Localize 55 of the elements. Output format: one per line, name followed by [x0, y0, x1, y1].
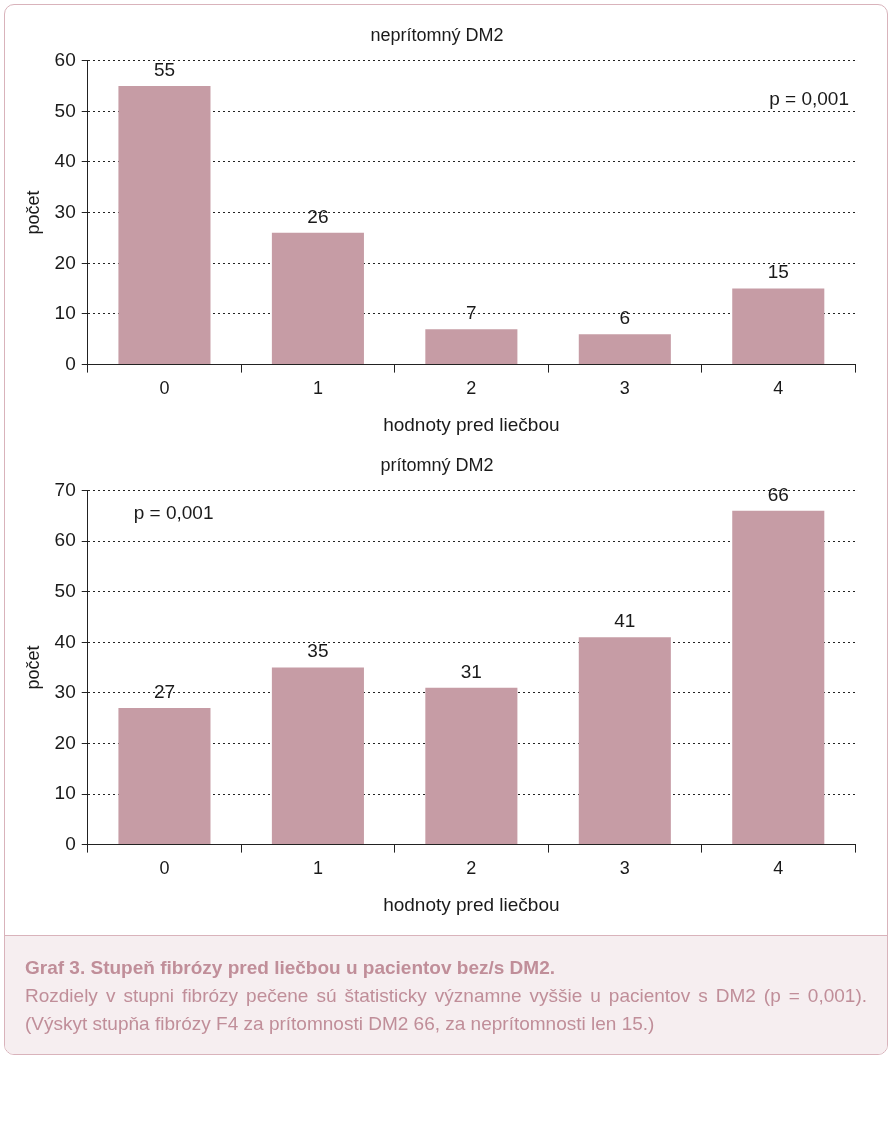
data-label: 26 [307, 205, 329, 227]
y-tick-label: 60 [54, 529, 76, 551]
y-tick-label: 20 [54, 731, 76, 753]
y-tick-label: 0 [65, 352, 76, 374]
text: Graf 3. Stupeň fibrózy pred liečbou u pacientov bez/s DM2. [25, 956, 556, 980]
x-tick-label: 1 [312, 378, 323, 399]
x-tick-label: 3 [619, 378, 630, 399]
y-axis-title: počet [22, 190, 43, 235]
data-label: 27 [153, 680, 176, 702]
x-tick-label: 1 [312, 858, 323, 879]
x-tick-label: 2 [466, 858, 477, 879]
data-label: 15 [767, 261, 789, 283]
bar [732, 510, 825, 845]
bar [271, 667, 364, 845]
x-tick-label: 3 [619, 858, 630, 879]
bar [732, 288, 825, 365]
bar [578, 334, 671, 365]
y-tick-label: 10 [54, 302, 76, 324]
x-tick-label: 0 [159, 378, 170, 399]
x-axis-title: hodnoty pred liečbou [383, 893, 560, 915]
y-tick-label: 10 [54, 782, 76, 804]
x-tick-label: 4 [773, 378, 784, 399]
annotation: p = 0,001 [133, 502, 214, 524]
x-tick-label: 4 [773, 858, 784, 879]
data-label: 41 [614, 609, 636, 631]
text: Rozdiely v stupni fibrózy pečene sú štatisticky významne vyššie u pacientov s DM2 (p = 0,001). (Výskyt stupňa fibrózy F4 za prítomnosti DM2 66, za neprítomnosti len 15.) [25, 985, 867, 1034]
y-tick-label: 0 [65, 832, 76, 854]
data-label: 55 [153, 58, 176, 80]
x-tick-label: 2 [466, 378, 477, 399]
annotation: p = 0,001 [769, 88, 849, 110]
bar [425, 329, 518, 365]
data-label: 35 [307, 640, 329, 662]
data-label: 6 [619, 306, 631, 328]
bar [425, 687, 518, 845]
data-label: 7 [466, 301, 477, 323]
y-tick-label: 30 [54, 200, 76, 222]
x-axis-title: hodnoty pred liečbou [383, 413, 560, 435]
y-tick-label: 40 [54, 150, 76, 172]
x-tick-label: 0 [159, 858, 170, 879]
bar [271, 232, 364, 365]
y-axis-title: počet [22, 645, 43, 690]
chart-title: prítomný DM2 [380, 454, 494, 475]
y-tick-label: 30 [54, 681, 76, 703]
data-label: 31 [460, 660, 482, 682]
chart-title: neprítomný DM2 [370, 24, 504, 45]
bar [118, 708, 211, 845]
y-tick-label: 40 [54, 630, 76, 652]
y-tick-label: 60 [54, 48, 76, 70]
bar [578, 637, 671, 845]
y-tick-label: 50 [54, 99, 76, 121]
bar [118, 85, 211, 365]
y-tick-label: 70 [54, 478, 76, 500]
y-tick-label: 50 [54, 579, 76, 601]
y-tick-label: 20 [54, 251, 76, 273]
data-label: 66 [767, 483, 789, 505]
